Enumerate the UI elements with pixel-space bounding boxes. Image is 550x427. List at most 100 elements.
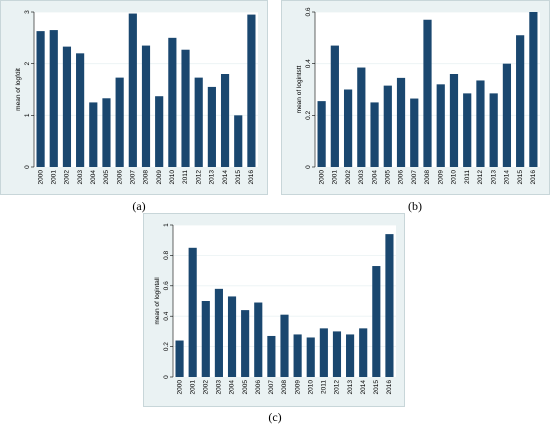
x-tick-label: 2016 [530, 170, 537, 185]
bar [49, 30, 58, 168]
bar [102, 98, 111, 167]
x-tick-label: 2004 [90, 170, 97, 185]
bar-chart-c: 0 0.2 0.4 0.6 0.8 1 mean of logintall 2000 2001 2… [143, 213, 405, 407]
bar [181, 49, 190, 167]
x-tick-label: 2005 [242, 380, 249, 395]
x-tick-label: 2006 [398, 170, 405, 185]
bar [330, 45, 339, 168]
x-tick-label: 2003 [77, 170, 84, 185]
y-tick-label: 3 [24, 10, 31, 14]
chart-panel-a: 0 1 2 3 mean of logfdit 2000 2001 2002 2003 2004 2… [0, 0, 268, 195]
y-tick-label: 0.6 [305, 7, 312, 16]
chart-panel-b: 0 0.2 0.4 0.6 mean of logintstt 2000 2001 2002 2… [281, 0, 550, 195]
x-tick-label: 2004 [371, 170, 378, 185]
bar [306, 337, 315, 377]
bar [254, 302, 263, 377]
x-tick-label: 2001 [50, 170, 57, 185]
x-tick-label: 2002 [203, 380, 210, 395]
bar [346, 334, 355, 377]
x-tick-label: 2002 [64, 170, 71, 185]
x-tick-label: 2014 [504, 170, 511, 185]
x-tick-label: 2011 [182, 170, 189, 184]
x-tick-label: 2012 [195, 170, 202, 185]
y-axis-label: mean of logfdit [15, 68, 22, 111]
x-tick-label: 2004 [229, 380, 236, 395]
caption-b: (b) [408, 199, 422, 213]
caption-a: (a) [132, 199, 146, 213]
y-tick-label: 0 [24, 165, 31, 169]
bar [62, 46, 72, 167]
bar [293, 334, 302, 377]
bar [201, 301, 210, 377]
y-axis-label: mean of logintall [154, 277, 161, 325]
x-tick-label: 2015 [517, 170, 524, 185]
y-tick-label: 0.4 [163, 311, 170, 320]
bar [396, 77, 406, 167]
bar [188, 247, 197, 377]
x-tick-label: 2002 [345, 170, 352, 185]
y-tick-label: 0.8 [163, 251, 170, 260]
y-tick-label: 1 [163, 223, 170, 227]
bar [247, 14, 256, 168]
bar [267, 335, 276, 377]
bar [332, 331, 342, 377]
bar [463, 93, 472, 167]
x-tick-label: 2008 [143, 170, 150, 185]
bar [76, 53, 85, 168]
bar [227, 296, 237, 377]
bar [115, 77, 124, 167]
bar [280, 314, 289, 377]
bar [36, 31, 45, 167]
bar [423, 19, 432, 167]
bar [502, 63, 512, 167]
bar [317, 101, 326, 167]
x-tick-label: 2006 [255, 380, 262, 395]
x-tick-label: 2003 [358, 170, 365, 185]
y-tick-label: 1 [24, 113, 31, 117]
x-tick-label: 2009 [294, 380, 301, 395]
chart-panel-c: 0 0.2 0.4 0.6 0.8 1 mean of logintall 2000 2001 2… [143, 213, 405, 407]
x-tick-label: 2016 [248, 170, 255, 185]
bar [449, 74, 459, 167]
y-tick-label: 2 [24, 61, 31, 65]
bar [410, 98, 419, 167]
x-tick-label: 2000 [176, 380, 183, 395]
bar [89, 102, 98, 167]
bar [343, 89, 353, 167]
bar [155, 96, 164, 167]
x-tick-label: 2015 [235, 170, 242, 185]
x-tick-label: 2000 [37, 170, 44, 185]
bar [436, 84, 445, 167]
bar-chart-b: 0 0.2 0.4 0.6 mean of logintstt 2000 2001 2002 2… [281, 0, 550, 195]
x-tick-label: 2009 [156, 170, 163, 185]
bar [370, 102, 379, 167]
x-tick-label: 2007 [268, 380, 275, 395]
bar [529, 12, 538, 167]
caption-c: (c) [268, 410, 282, 424]
x-tick-label: 2013 [347, 380, 354, 395]
y-axis-label: mean of logintstt [296, 65, 303, 113]
x-tick-label: 2007 [411, 170, 418, 185]
x-tick-label: 2010 [307, 380, 314, 395]
bar [175, 340, 184, 377]
y-tick-label: 0 [305, 165, 312, 169]
bar [516, 35, 525, 167]
bar [385, 234, 394, 377]
bar [357, 67, 366, 167]
x-tick-label: 2007 [130, 170, 137, 185]
x-tick-label: 2008 [281, 380, 288, 395]
x-tick-label: 2005 [385, 170, 392, 185]
x-tick-label: 2010 [169, 170, 176, 185]
x-tick-label: 2000 [318, 170, 325, 185]
x-tick-label: 2010 [451, 170, 458, 185]
x-tick-label: 2001 [189, 380, 196, 395]
bar [319, 328, 328, 377]
x-tick-label: 2001 [332, 170, 339, 185]
bar [128, 13, 137, 167]
x-tick-label: 2005 [103, 170, 110, 185]
x-tick-label: 2012 [334, 380, 341, 395]
x-tick-label: 2014 [222, 170, 229, 185]
bar [489, 93, 498, 167]
y-tick-label: 0.2 [163, 342, 170, 351]
bar [372, 266, 381, 377]
